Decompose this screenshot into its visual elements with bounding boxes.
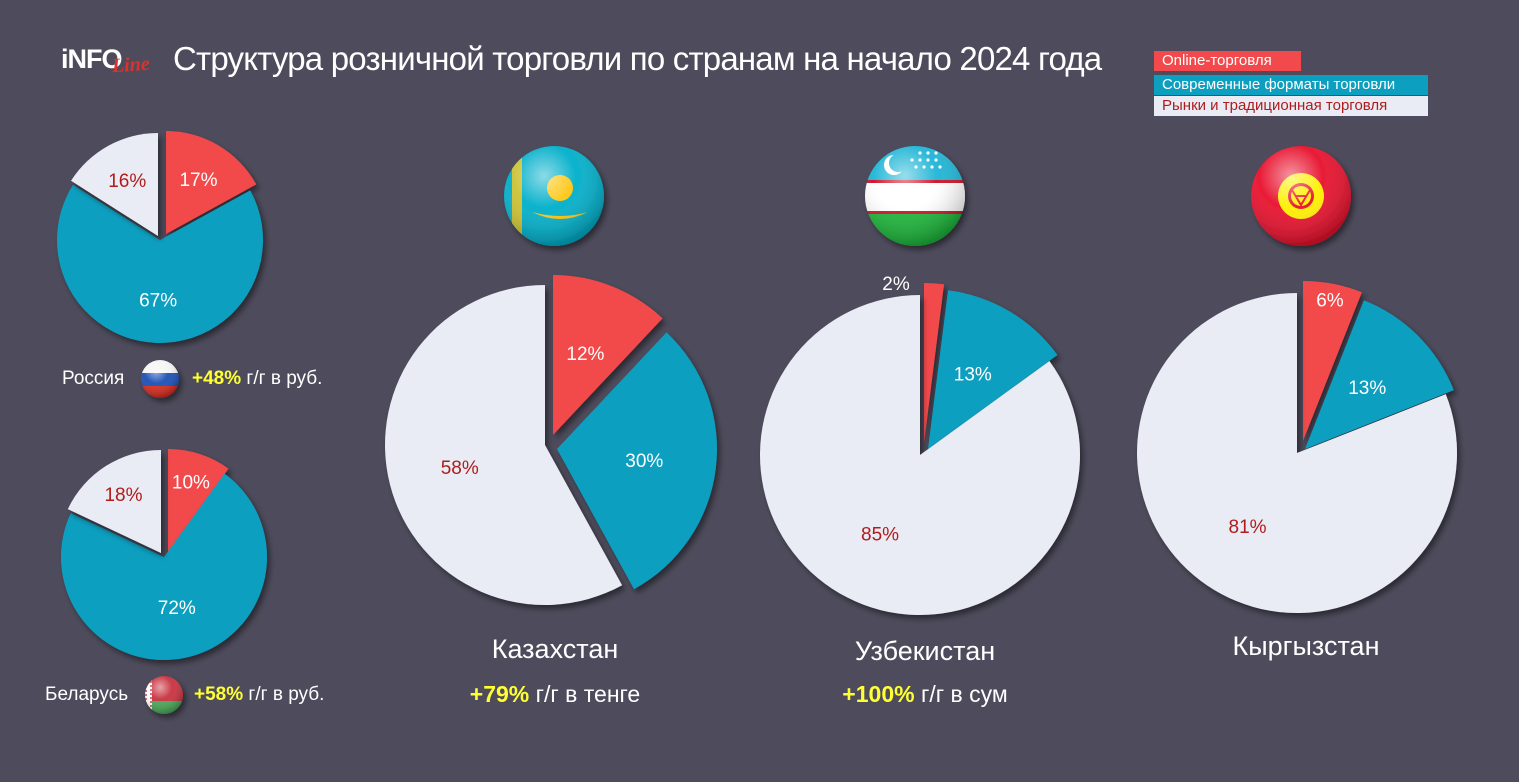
pie-label-3-markets: 85% — [861, 524, 899, 545]
pie-label-3-online: 2% — [882, 274, 910, 295]
pie-label-1-modern: 72% — [158, 598, 196, 619]
legend-online: Online-торговля — [1154, 51, 1301, 71]
pie-label-0-online: 17% — [179, 170, 217, 191]
country-label-russia: Россия — [62, 368, 125, 389]
pie-slice-1-online — [168, 449, 229, 552]
growth-value-uzbekistan: +100% — [842, 681, 915, 707]
belarus-flag-icon — [145, 676, 183, 714]
pie-slice-0-markets — [71, 133, 158, 236]
growth-value-kazakhstan: +79% — [469, 681, 530, 707]
chart-title: Структура розничной торговли по странам … — [173, 40, 1102, 77]
pie-label-2-modern: 30% — [625, 451, 663, 472]
growth-russia: +48% г/г в руб. — [192, 368, 322, 390]
kazakhstan-flag-icon — [504, 146, 604, 246]
pie-label-4-markets: 81% — [1229, 517, 1267, 538]
pie-label-0-modern: 67% — [139, 291, 177, 312]
country-label-kazakhstan: Казахстан — [491, 634, 619, 664]
legend-modern: Современные форматы торговли — [1154, 75, 1428, 95]
pie-label-1-markets: 18% — [104, 485, 142, 506]
pie-slice-1-modern — [60, 473, 267, 660]
growth-unit-russia: г/г в руб. — [241, 368, 323, 389]
pie-slice-3-modern — [928, 290, 1058, 449]
pie-slice-1-markets — [67, 450, 161, 553]
growth-kazakhstan: +79% г/г в тенге — [470, 681, 640, 708]
pie-label-1-online: 10% — [172, 472, 210, 493]
pie-slice-3-online — [924, 283, 945, 443]
pie-slice-4-markets — [1137, 293, 1458, 613]
pie-label-3-modern: 13% — [954, 364, 992, 385]
country-label-kyrgyzstan: Кыргызстан — [1232, 631, 1380, 661]
pie-label-4-modern: 13% — [1348, 378, 1386, 399]
uzbekistan-flag-icon — [865, 146, 965, 246]
legend-markets: Рынки и традиционная торговля — [1154, 96, 1428, 116]
pie-slice-0-modern — [57, 184, 264, 344]
pie-slice-3-markets — [760, 295, 1080, 616]
pie-slice-2-modern — [557, 332, 718, 590]
russia-flag-icon — [141, 360, 179, 398]
pie-slice-4-modern — [1305, 300, 1454, 449]
logo: iNFO — [61, 44, 122, 74]
kyrgyzstan-flag-icon — [1251, 146, 1351, 246]
pie-slice-4-online — [1303, 281, 1362, 441]
growth-unit-kazakhstan: г/г в тенге — [529, 681, 641, 707]
country-label-belarus: Беларусь — [45, 684, 129, 705]
growth-value-russia: +48% — [192, 368, 242, 389]
pie-label-2-markets: 58% — [441, 458, 479, 479]
pie-label-4-online: 6% — [1316, 291, 1344, 312]
growth-unit-belarus: г/г в руб. — [243, 684, 325, 705]
growth-unit-uzbekistan: г/г в сум — [914, 681, 1008, 707]
pie-slice-2-online — [553, 275, 663, 435]
pie-label-0-markets: 16% — [108, 171, 146, 192]
growth-uzbekistan: +100% г/г в сум — [842, 681, 1007, 708]
pie-label-2-online: 12% — [566, 344, 604, 365]
growth-value-belarus: +58% — [194, 684, 244, 705]
growth-belarus: +58% г/г в руб. — [194, 684, 324, 706]
pie-slice-2-markets — [384, 285, 623, 605]
logo-line: Line — [111, 52, 151, 78]
country-label-uzbekistan: Узбекистан — [854, 636, 996, 666]
pie-slice-0-online — [166, 131, 257, 234]
